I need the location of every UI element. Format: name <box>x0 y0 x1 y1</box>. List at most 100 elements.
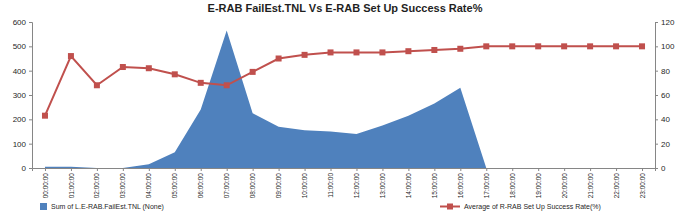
tick-mark <box>175 168 176 171</box>
tick-mark <box>356 168 357 171</box>
marker <box>353 49 359 55</box>
tick-label: 40 <box>661 115 670 124</box>
tick-label: 16:00:00 <box>457 173 464 199</box>
tick-label: 0 <box>661 164 666 173</box>
tick-mark <box>655 119 658 120</box>
legend-item: Average of R-RAB Set Up Success Rate(%) <box>440 203 601 211</box>
y2-axis: 0 20 40 60 80 100 120 <box>655 18 675 173</box>
tick-label: 09:00:00 <box>275 173 282 199</box>
marker <box>587 43 593 49</box>
tick: 07:00:00 <box>223 168 230 198</box>
title: E-RAB FailEst.TNL Vs E-RAB Set Up Succes… <box>208 2 483 14</box>
tick-label: 60 <box>661 91 670 100</box>
tick: 17:00:00 <box>483 168 490 198</box>
legend-label: Sum of L.E-RAB.FailEst.TNL (None) <box>51 203 164 211</box>
tick: 100 <box>655 42 675 51</box>
tick-mark <box>486 168 487 171</box>
marker <box>146 65 152 71</box>
tick-mark <box>227 168 228 171</box>
tick: 05:00:00 <box>171 168 178 198</box>
tick-label: 20:00:00 <box>561 173 568 199</box>
tick-mark <box>642 168 643 171</box>
tick-mark <box>29 46 32 47</box>
tick-label: 13:00:00 <box>379 173 386 199</box>
tick-label: 14:00:00 <box>405 173 412 199</box>
tick: 40 <box>655 115 670 124</box>
marker <box>302 52 308 58</box>
tick: 01:00:00 <box>68 168 75 198</box>
tick: 300 <box>13 91 32 100</box>
tick-label: 80 <box>661 67 670 76</box>
tick: 09:00:00 <box>275 168 282 198</box>
tick-label: 10:00:00 <box>301 173 308 199</box>
tick-mark <box>382 168 383 171</box>
marker <box>42 113 48 119</box>
marker <box>405 48 411 54</box>
tick-label: 22:00:00 <box>613 173 620 199</box>
marker <box>172 71 178 77</box>
tick-mark <box>29 168 32 169</box>
marker <box>94 82 100 88</box>
tick: 20 <box>655 140 670 149</box>
tick-mark <box>655 144 658 145</box>
tick-label: 04:00:00 <box>145 173 152 199</box>
legend-swatch <box>40 203 47 210</box>
tick-label: 100 <box>661 42 675 51</box>
tick: 14:00:00 <box>405 168 412 198</box>
tick: 400 <box>13 67 32 76</box>
tick-label: 05:00:00 <box>171 173 178 199</box>
tick: 600 <box>13 18 32 27</box>
tick-mark <box>434 168 435 171</box>
tick: 02:00:00 <box>93 168 100 198</box>
tick: 12:00:00 <box>353 168 360 198</box>
tick-mark <box>29 144 32 145</box>
tick-mark <box>616 168 617 171</box>
tick-mark <box>564 168 565 171</box>
marker <box>328 49 334 55</box>
tick-mark <box>279 168 280 171</box>
legend: Sum of L.E-RAB.FailEst.TNL (None) Average… <box>40 203 601 211</box>
y-axis: 0100200300400500600 <box>13 18 33 173</box>
tick: 60 <box>655 91 670 100</box>
marker <box>120 64 126 70</box>
tick-label: 100 <box>13 140 27 149</box>
tick: 08:00:00 <box>249 168 256 198</box>
tick-mark <box>29 71 32 72</box>
legend-label: Average of R-RAB Set Up Success Rate(%) <box>464 203 601 211</box>
marker <box>509 43 515 49</box>
tick-mark <box>408 168 409 171</box>
tick: 18:00:00 <box>509 168 516 198</box>
tick-label: 21:00:00 <box>587 173 594 199</box>
tick-label: 00:00:00 <box>42 173 49 199</box>
tick-label: 11:00:00 <box>327 173 334 198</box>
tick-mark <box>460 168 461 171</box>
tick-label: 23:00:00 <box>639 173 646 199</box>
tick-mark <box>538 168 539 171</box>
tick-label: 500 <box>13 42 27 51</box>
tick-label: 07:00:00 <box>223 173 230 199</box>
tick-mark <box>305 168 306 171</box>
marker <box>639 43 645 49</box>
tick-label: 120 <box>661 18 675 27</box>
marker <box>613 43 619 49</box>
tick: 10:00:00 <box>301 168 308 198</box>
plot-area <box>42 31 645 168</box>
tick: 20:00:00 <box>561 168 568 198</box>
tick: 100 <box>13 140 32 149</box>
marker <box>535 43 541 49</box>
tick-label: 02:00:00 <box>93 173 100 199</box>
tick-mark <box>590 168 591 171</box>
tick: 00:00:00 <box>42 168 49 198</box>
tick: 500 <box>13 42 32 51</box>
tick-mark <box>253 168 254 171</box>
marker <box>198 80 204 86</box>
tick-label: 17:00:00 <box>483 173 490 199</box>
marker <box>483 43 489 49</box>
tick: 120 <box>655 18 675 27</box>
tick: 11:00:00 <box>327 168 334 198</box>
tick-mark <box>97 168 98 171</box>
tick: 0 <box>22 164 32 173</box>
tick-mark <box>655 46 658 47</box>
tick-mark <box>331 168 332 171</box>
tick: 0 <box>655 164 666 173</box>
